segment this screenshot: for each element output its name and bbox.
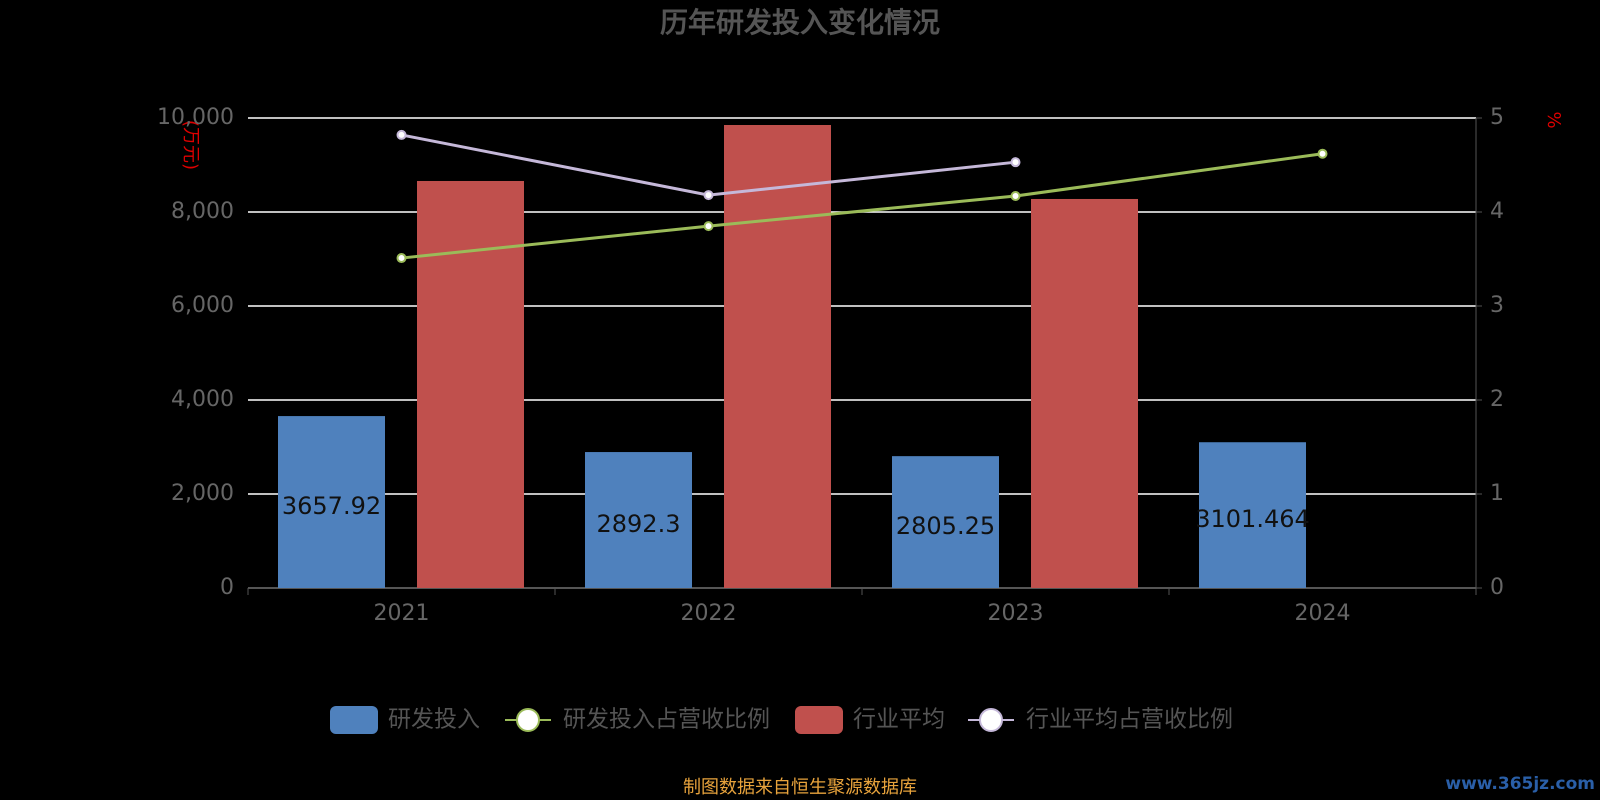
value-label: 3101.464 (1195, 505, 1310, 533)
legend-label: 研发投入 (388, 707, 480, 733)
y-tick-label: 6,000 (171, 293, 234, 318)
legend-label: 研发投入占营收比例 (563, 707, 770, 733)
y2-tick-label: 2 (1490, 387, 1504, 412)
chart-title: 历年研发投入变化情况 (660, 6, 940, 39)
x-tick-label: 2021 (374, 601, 430, 626)
y-tick-label: 8,000 (171, 199, 234, 224)
legend-swatch (979, 708, 1003, 732)
legend-swatch (795, 706, 843, 734)
bar (892, 456, 999, 588)
y2-tick-label: 5 (1490, 105, 1504, 130)
y2-tick-label: 4 (1490, 199, 1504, 224)
value-label: 2805.25 (896, 512, 995, 540)
legend-label: 行业平均 (853, 707, 945, 733)
y-axis-label: (万元) (180, 120, 201, 170)
legend-swatch (330, 706, 378, 734)
line-point (703, 221, 714, 232)
line-point (396, 129, 407, 140)
bar (724, 125, 831, 589)
x-tick-label: 2022 (681, 601, 737, 626)
line-point (1010, 157, 1021, 168)
y2-tick-label: 1 (1490, 481, 1504, 506)
bar (585, 452, 692, 588)
bar (278, 416, 385, 588)
y-tick-label: 10,000 (157, 105, 234, 130)
y-tick-label: 0 (220, 575, 234, 600)
line-point (396, 253, 407, 264)
line-point (1317, 148, 1328, 159)
legend-label: 行业平均占营收比例 (1026, 707, 1233, 733)
watermark: www.365jz.com (1445, 774, 1595, 794)
bar (417, 180, 524, 589)
bar (1199, 442, 1306, 588)
value-label: 2892.3 (597, 510, 681, 538)
value-label: 3657.92 (282, 492, 381, 520)
y-tick-label: 2,000 (171, 481, 234, 506)
y2-axis-label: % (1543, 111, 1564, 128)
bar (1031, 198, 1138, 588)
y-tick-label: 4,000 (171, 387, 234, 412)
x-tick-label: 2024 (1295, 601, 1351, 626)
y2-tick-label: 0 (1490, 575, 1504, 600)
y2-tick-label: 3 (1490, 293, 1504, 318)
source-note: 制图数据来自恒生聚源数据库 (683, 777, 917, 798)
legend-swatch (516, 708, 540, 732)
line (401, 152, 1323, 260)
line-point (703, 190, 714, 201)
line-point (1010, 191, 1021, 202)
x-tick-label: 2023 (988, 601, 1044, 626)
